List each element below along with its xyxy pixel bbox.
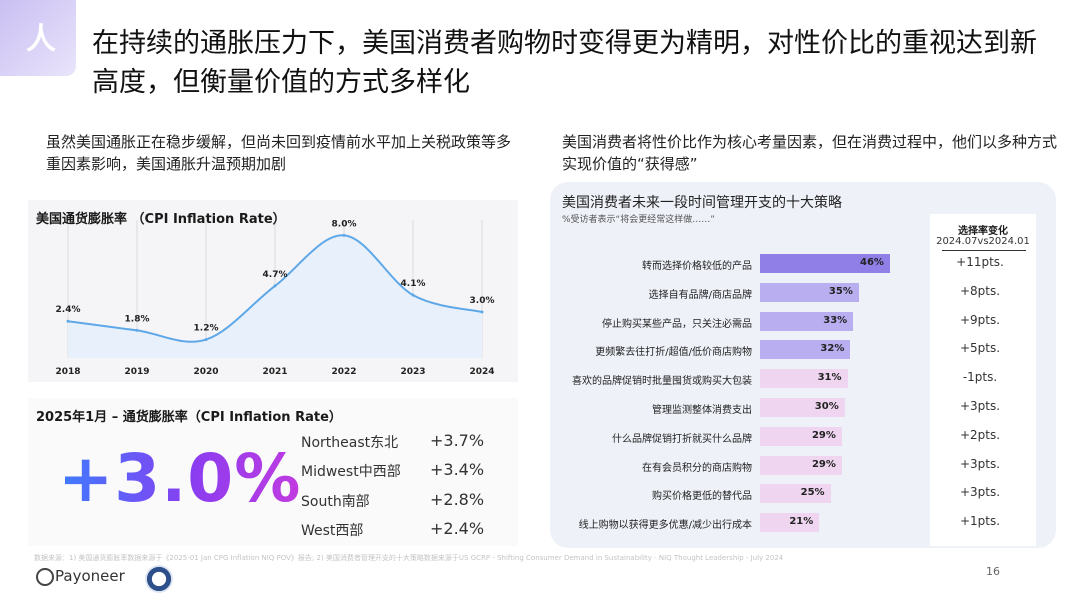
inflation-point [135,328,139,332]
inflation-data-label: 1.8% [125,314,150,324]
strategy-label: 线上购物以获得更多优惠/减少出行成本 [578,520,752,532]
inflation-point [204,338,208,342]
strategy-value-label: 31% [817,372,842,384]
year-tick-label: 2020 [193,367,218,377]
strategy-value-label: 29% [811,429,836,441]
strategy-chart-subtitle: %受访者表示“将会更经常这样做……” [562,215,715,225]
strategy-bar [760,369,848,389]
strategy-value-label: 35% [828,285,853,297]
strategy-bar [760,311,854,331]
strategy-value-label: 29% [811,458,836,470]
page-number: 16 [986,565,1000,578]
strategy-label: 选择自有品牌/商店品牌 [648,289,752,301]
strategy-label: 停止购买某些产品，只关注必需品 [602,318,752,330]
change-value: +9pts. [959,312,1001,327]
inflation-point [66,319,70,323]
strategy-label: 转而选择价格较低的产品 [642,261,752,272]
change-column-period: 2024.07vs2024.01 [936,236,1030,247]
inflation-data-label: 8.0% [332,219,357,229]
strategy-bar [760,254,890,273]
inflation-data-label: 3.0% [470,296,495,306]
strategy-label: 在有会员积分的商店购物 [642,462,752,474]
change-value: +3pts. [959,456,1001,471]
region-value: +2.4% [430,519,485,538]
year-tick-label: 2021 [262,367,287,377]
region-value: +2.8% [430,490,485,509]
change-value: +3pts. [959,399,1001,413]
page-title: 在持续的通胀压力下，美国消费者购物时变得更为精明，对性价比的重视达到新高度，但衡… [92,28,1037,98]
strategy-label: 购买价格更低的替代品 [652,491,752,503]
region-value: +3.7% [430,431,485,450]
change-value: +8pts. [959,283,1001,298]
strategy-bar [760,484,831,504]
change-value: +11pts. [956,255,1004,269]
year-tick-label: 2022 [331,367,356,377]
strategy-value-label: 21% [789,516,814,528]
strategy-bar [760,282,859,302]
change-column-panel [930,214,1036,546]
big-inflation-number: +3.0% [58,440,302,517]
change-value: -1pts. [962,370,998,385]
strategy-bar [760,513,820,533]
stat-title: 2025年1月 – 通货膨胀率（CPI Inflation Rate） [36,410,342,425]
change-value: +2pts. [959,427,1001,442]
year-tick-label: 2024 [469,367,494,377]
strategy-label: 什么品牌促销打折就买什么品牌 [612,433,752,445]
change-value: +1pts. [959,514,1001,529]
strategy-label: 管理监测整体消费支出 [652,405,752,416]
strategy-value-label: 25% [800,487,825,499]
change-value: +5pts. [959,341,1001,356]
inflation-point [480,310,484,314]
region-name: South南部 [301,494,370,510]
region-name: West西部 [301,523,364,539]
seal-logo-icon [145,565,173,593]
year-tick-label: 2023 [400,367,425,377]
region-name: Midwest中西部 [301,464,401,480]
region-value: +3.4% [430,460,485,479]
strategy-chart-title: 美国消费者未来一段时间管理开支的十大策略 [562,195,842,211]
strategy-bar [760,455,842,475]
strategy-bar [760,426,842,446]
strategy-value-label: 33% [823,314,848,326]
change-column-divider [942,250,1026,251]
year-tick-label: 2018 [55,367,80,377]
strategy-label: 更频繁去往打折/超值/低价商店购物 [595,347,752,359]
payoneer-logo-text: Payoneer [55,567,125,585]
strategy-value-label: 46% [860,257,884,268]
strategy-value-label: 32% [820,343,845,355]
left-subtitle: 虽然美国通胀正在稳步缓解，但尚未回到疫情前水平加上关税政策等多重因素影响，美国通… [46,133,512,173]
source-note: 数据来源：1) 美国通货膨胀率数据来源于《2025-01 Jan CPG Inf… [34,554,784,562]
inflation-data-label: 2.4% [56,305,81,315]
inflation-data-label: 4.7% [263,270,288,280]
strategy-label: 喜欢的品牌促销时批量囤货或购买大包装 [572,376,752,388]
year-tick-label: 2019 [124,367,149,377]
stat-panel [28,398,518,546]
payoneer-logo-icon [36,568,54,586]
inflation-data-label: 1.2% [194,324,219,334]
corner-glyph: 人 [26,22,56,57]
strategy-bar [760,398,845,417]
inflation-chart-title: 美国通货膨胀率 （CPI Inflation Rate） [36,212,286,227]
strategy-bar [760,340,851,360]
corner-badge [0,0,76,76]
strategy-value-label: 30% [814,401,839,412]
inflation-data-label: 4.1% [401,279,426,289]
change-value: +3pts. [959,485,1001,500]
change-column-title: 选择率变化 [958,226,1008,237]
inflation-area [68,235,482,358]
inflation-point [342,233,346,237]
inflation-point [411,293,415,297]
inflation-line-chart: 2.4% 1.8% 1.2% 4.7% 8.0% 4.1% 3.0% 2018 2019 2020… [55,219,495,377]
right-subtitle: 美国消费者将性价比作为核心考量因素，但在消费过程中，他们以多种方式实现价值的“获… [562,133,1058,173]
inflation-point [273,284,277,288]
region-name: Northeast东北 [301,435,399,451]
